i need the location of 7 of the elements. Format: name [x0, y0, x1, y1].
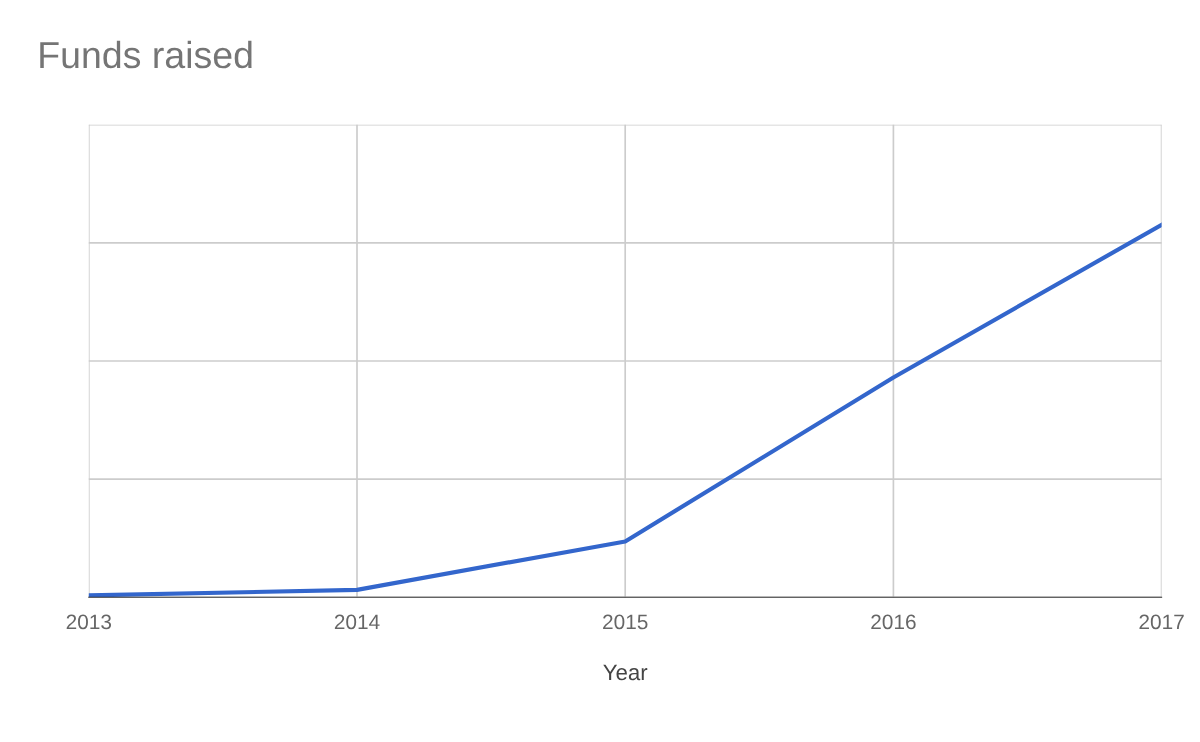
x-axis-title: Year [603, 664, 648, 681]
x-tick-label: 2014 [334, 614, 380, 630]
x-tick-label: 2013 [66, 614, 112, 630]
x-tick-label: 2015 [603, 614, 648, 630]
chart-title: Funds raised [40, 40, 252, 69]
x-tick-label: 2017 [1139, 614, 1184, 630]
x-tick-label: 2016 [871, 614, 916, 630]
